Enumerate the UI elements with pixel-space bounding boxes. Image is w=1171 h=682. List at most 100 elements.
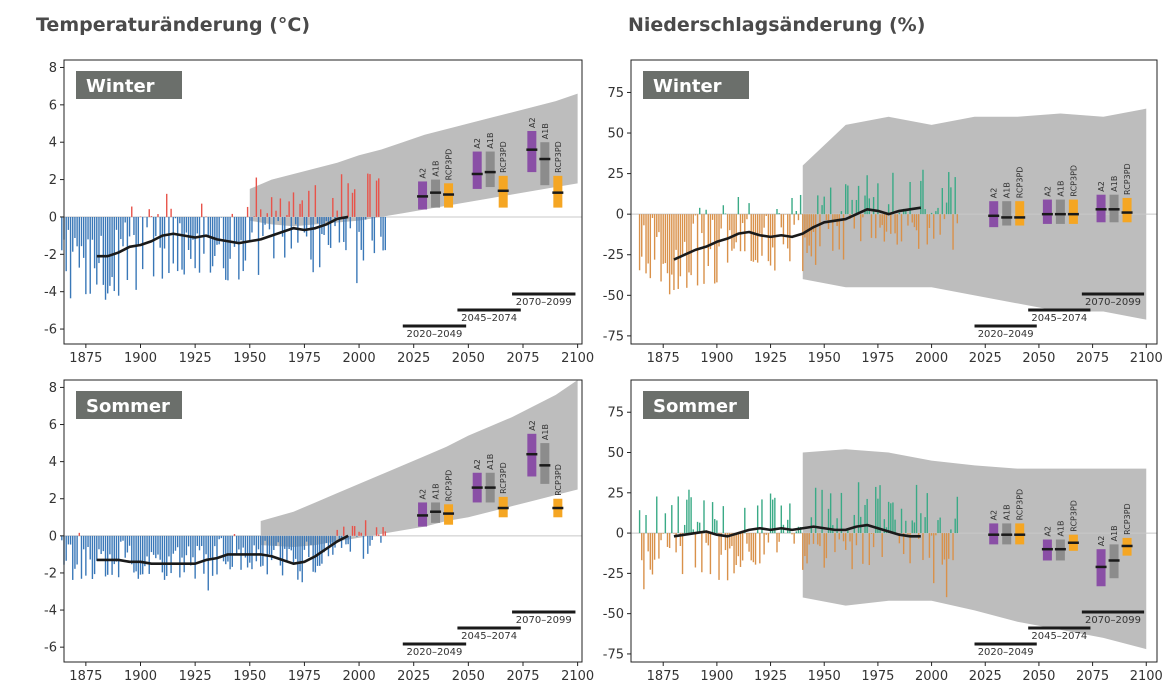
y-tick-label: -25 [603, 567, 624, 582]
y-tick-label: 8 [49, 381, 57, 396]
y-tick-label: 0 [49, 529, 57, 544]
panel-precipitation-sommer: A2 A1B RCP3PD 2020–2049 A2 A1B RCP3PD 2045–2074… [603, 379, 1163, 682]
scenario-bar-a1b [1055, 199, 1065, 224]
scenario-label: A1B [1003, 182, 1012, 198]
scenario-label: A1B [486, 132, 495, 148]
x-tick-label: 1875 [69, 351, 102, 366]
smoothed-trend-line [96, 215, 349, 258]
scenario-bar-rcp3pd [1068, 199, 1078, 224]
season-label-box [643, 391, 749, 419]
scenario-bar-rcp3pd [1122, 197, 1132, 223]
scenario-label: A2 [419, 489, 428, 500]
scenario-label: A1B [1056, 520, 1065, 536]
x-tick-label: 1975 [288, 669, 321, 682]
scenario-label: A2 [990, 188, 999, 199]
y-tick-label: -75 [603, 647, 624, 662]
y-tick-label: -6 [44, 641, 57, 656]
x-tick-label: 2000 [343, 351, 376, 366]
x-tick-label: 2050 [452, 669, 485, 682]
period-label: 2045–2074 [1031, 631, 1087, 642]
scenario-label: A1B [432, 161, 441, 177]
period-label: 2020–2049 [978, 329, 1034, 340]
plot-frame [63, 379, 583, 663]
y-tick-label: -50 [603, 289, 624, 304]
x-tick-label: 1925 [179, 669, 212, 682]
scenario-label: RCP3PD [1016, 167, 1025, 199]
x-tick-label: 2025 [969, 669, 1002, 682]
uncertainty-band [249, 93, 578, 227]
y-tick-label: 0 [616, 527, 624, 542]
scenario-label: RCP3PD [554, 141, 563, 173]
scenario-bar-a2 [527, 131, 537, 173]
panel-precipitation-winter: A2 A1B RCP3PD 2020–2049 A2 A1B RCP3PD 2045–2074… [603, 59, 1163, 366]
x-tick-label: 2000 [915, 669, 948, 682]
season-label: Sommer [643, 391, 749, 419]
y-tick-label: -6 [44, 323, 57, 338]
scenario-label: RCP3PD [1069, 500, 1078, 532]
scenario-label: RCP3PD [1123, 163, 1132, 195]
x-tick-label: 1925 [754, 669, 787, 682]
y-tick-label: 50 [607, 446, 624, 461]
x-tick-label: 2100 [1130, 351, 1163, 366]
temperature-column-title: Temperaturänderung (°C) [36, 14, 311, 36]
scenario-label: RCP3PD [445, 470, 454, 502]
period-label: 2070–2099 [1085, 615, 1141, 626]
y-tick-label: 50 [607, 127, 624, 142]
season-label-box [643, 71, 749, 99]
y-tick-label: -2 [44, 248, 57, 263]
x-tick-label: 1875 [69, 669, 102, 682]
scenario-label: RCP3PD [499, 462, 508, 494]
x-tick-label: 2075 [506, 351, 539, 366]
season-label: Winter [76, 71, 182, 99]
scenario-label: A2 [990, 510, 999, 521]
y-tick-label: 0 [616, 208, 624, 223]
scenario-label: A2 [528, 420, 537, 431]
x-tick-label: 1975 [861, 669, 894, 682]
period-label: 2020–2049 [978, 647, 1034, 658]
plot-frame [630, 59, 1158, 345]
y-tick-label: 75 [607, 406, 624, 421]
y-tick-label: 4 [49, 136, 57, 151]
x-tick-label: 1950 [808, 351, 841, 366]
scenario-label: A1B [541, 123, 550, 139]
period-label: 2045–2074 [461, 631, 517, 642]
panel-temperature-winter: A2 A1B RCP3PD 2020–2049 A2 A1B RCP3PD 2045–2074… [44, 59, 594, 366]
y-tick-label: -25 [603, 248, 624, 263]
x-tick-label: 2100 [561, 351, 594, 366]
x-tick-label: 1950 [233, 669, 266, 682]
scenario-label: A2 [419, 168, 428, 179]
x-tick-label: 2050 [1022, 669, 1055, 682]
x-tick-label: 1900 [124, 669, 157, 682]
x-tick-label: 1875 [647, 669, 680, 682]
x-tick-label: 2100 [1130, 669, 1163, 682]
period-label: 2020–2049 [407, 329, 463, 340]
season-label-text: Sommer [86, 396, 170, 417]
y-tick-label: -4 [44, 285, 57, 300]
scenario-label: A2 [473, 138, 482, 149]
y-tick-label: -75 [603, 329, 624, 344]
scenario-label: RCP3PD [499, 141, 508, 173]
x-tick-label: 2000 [915, 351, 948, 366]
scenario-label: RCP3PD [554, 464, 563, 496]
x-tick-label: 1950 [233, 351, 266, 366]
x-tick-label: 2075 [506, 669, 539, 682]
plot-frame [630, 379, 1158, 663]
scenario-label: A1B [486, 454, 495, 470]
scenario-bar-a1b [1002, 201, 1012, 226]
scenario-label: A2 [473, 459, 482, 470]
scenario-bar-a2 [989, 201, 999, 228]
season-label-box [76, 71, 182, 99]
season-label-text: Winter [86, 76, 155, 97]
x-tick-label: 2025 [397, 351, 430, 366]
y-tick-label: -2 [44, 566, 57, 581]
x-tick-label: 2075 [1076, 669, 1109, 682]
x-tick-label: 1975 [288, 351, 321, 366]
x-tick-label: 1925 [754, 351, 787, 366]
scenario-label: RCP3PD [1123, 503, 1132, 535]
scenario-label: A1B [432, 483, 441, 499]
period-label: 2045–2074 [1031, 313, 1087, 324]
scenario-label: A2 [528, 117, 537, 128]
x-tick-label: 2075 [1076, 351, 1109, 366]
y-tick-label: 4 [49, 455, 57, 470]
